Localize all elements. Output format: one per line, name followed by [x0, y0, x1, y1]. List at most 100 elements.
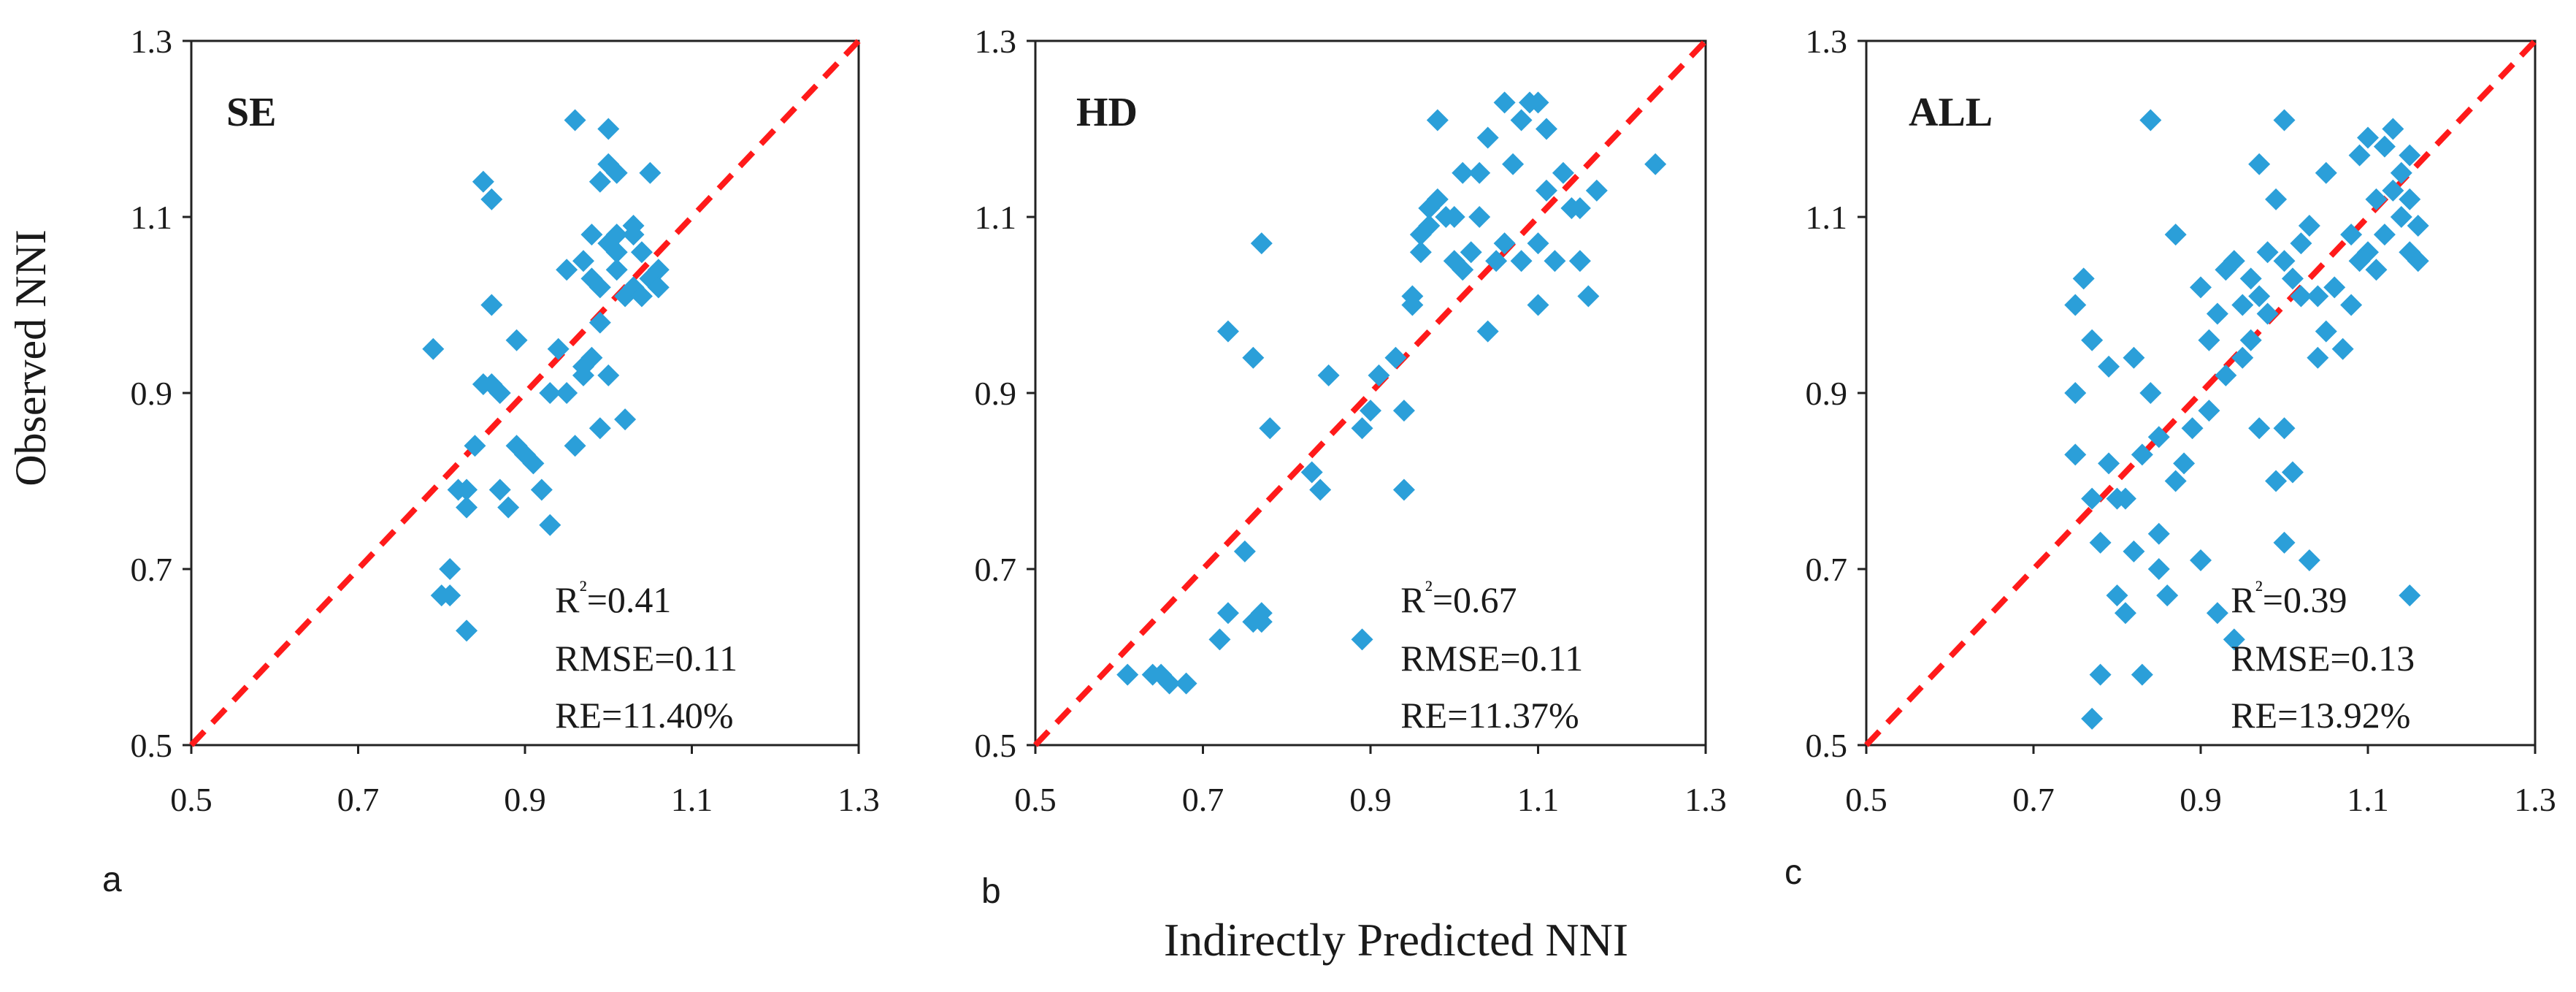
data-point [556, 382, 578, 404]
data-point [647, 259, 670, 281]
x-tick-label: 0.9 [504, 781, 546, 818]
x-tick-label: 0.7 [337, 781, 380, 818]
x-tick-label: 1.3 [2514, 781, 2556, 818]
data-point [1116, 663, 1139, 686]
data-point [1585, 179, 1608, 202]
data-point [2399, 144, 2421, 167]
x-tick-label: 1.1 [671, 781, 713, 818]
data-point [1242, 346, 1265, 369]
data-point [2298, 215, 2320, 237]
data-point [2281, 267, 2304, 290]
re-label: RE=11.37% [1400, 695, 1579, 736]
data-point [1392, 400, 1415, 422]
data-point [2290, 285, 2312, 308]
data-point [1250, 232, 1273, 255]
data-point [556, 259, 578, 281]
data-point [2399, 188, 2421, 210]
data-point [1233, 540, 1256, 562]
data-point [2064, 382, 2087, 404]
data-point [2407, 215, 2429, 237]
r-squared-label: R²=0.39 [2231, 576, 2347, 620]
data-point [1460, 241, 1482, 264]
data-point [605, 224, 628, 246]
data-point [2307, 346, 2329, 369]
data-point [2357, 241, 2379, 264]
data-point [2206, 302, 2228, 325]
data-point [2098, 355, 2120, 378]
y-tick-label: 0.9 [1806, 375, 1848, 412]
data-point [2273, 417, 2296, 440]
data-point [2139, 109, 2162, 131]
data-point [2248, 285, 2271, 308]
data-point [2181, 417, 2204, 440]
data-point [1309, 478, 1332, 501]
data-point [1544, 250, 1566, 272]
x-tick-label: 1.3 [1684, 781, 1727, 818]
data-point [505, 329, 528, 351]
data-point [2248, 417, 2271, 440]
data-point [1510, 109, 1533, 131]
data-point [456, 619, 478, 642]
data-point [564, 435, 586, 457]
x-tick-label: 0.5 [1014, 781, 1057, 818]
data-point [2248, 153, 2271, 175]
data-point [1426, 109, 1449, 131]
data-point [1577, 285, 1600, 308]
data-point [2081, 487, 2104, 510]
data-point [605, 241, 628, 264]
data-point [497, 496, 520, 519]
r-squared-label: R²=0.41 [555, 576, 671, 620]
data-point [639, 161, 662, 184]
data-point [2231, 294, 2254, 316]
data-point [2106, 584, 2128, 607]
data-point [597, 118, 620, 140]
data-point [2089, 663, 2112, 686]
data-point [589, 276, 611, 299]
data-point [1568, 197, 1591, 219]
x-axis-title: Indirectly Predicted NNI [1164, 914, 1628, 966]
data-point [2139, 382, 2162, 404]
data-point [580, 224, 603, 246]
data-point [2123, 540, 2145, 562]
one-to-one-line [189, 39, 861, 747]
y-tick-label: 1.1 [1806, 199, 1848, 236]
data-point [2215, 364, 2237, 386]
data-point [472, 170, 494, 193]
x-tick-label: 0.7 [2012, 781, 2055, 818]
data-point [2147, 426, 2170, 449]
data-point [1476, 320, 1499, 343]
x-tick-label: 1.1 [2347, 781, 2389, 818]
data-point [1317, 364, 1340, 386]
data-point [622, 215, 645, 237]
data-point [2223, 628, 2245, 651]
data-point [614, 408, 637, 431]
data-point [480, 294, 503, 316]
chart-panel-hd: 0.5 0.7 0.9 1.1 1.3 0.5 0.7 0.9 1.1 1.3 HD R²=0.67 R… [975, 23, 1727, 911]
data-point [2365, 259, 2388, 281]
data-point [2239, 267, 2262, 290]
data-point [1527, 294, 1549, 316]
x-tick-label: 0.5 [1845, 781, 1887, 818]
y-tick-label: 0.5 [1806, 727, 1848, 764]
data-point [2399, 584, 2421, 607]
y-tick-label: 0.9 [131, 375, 173, 412]
data-point [1468, 206, 1491, 228]
data-point [2348, 144, 2371, 167]
data-point [2373, 135, 2396, 158]
data-point [2298, 549, 2320, 571]
data-point [2265, 470, 2288, 492]
y-tick-label: 0.7 [131, 551, 173, 588]
data-point [1535, 118, 1557, 140]
data-point [488, 382, 511, 404]
data-point [1401, 285, 1424, 308]
one-to-one-line [1864, 39, 2537, 747]
one-to-one-line [1033, 39, 1708, 747]
data-point [2407, 250, 2429, 272]
re-label: RE=13.92% [2231, 695, 2410, 736]
data-point [1208, 628, 1231, 651]
data-point [2256, 302, 2279, 325]
data-point [572, 364, 594, 386]
data-point [2315, 320, 2337, 343]
rmse-label: RMSE=0.13 [2231, 638, 2415, 679]
